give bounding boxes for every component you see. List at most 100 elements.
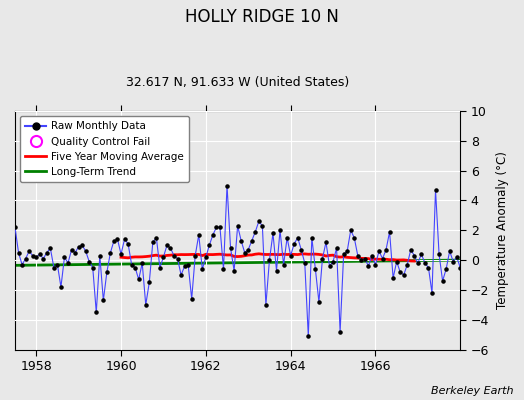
Point [495, 257, 504, 263]
Point [99, 297, 107, 304]
Point [188, 296, 196, 302]
Point [378, 256, 387, 262]
Point [191, 252, 200, 259]
Point [198, 266, 206, 272]
Point [340, 251, 348, 257]
Point [152, 234, 160, 241]
Point [424, 264, 433, 271]
Point [205, 242, 214, 248]
Point [209, 232, 217, 238]
Point [220, 266, 228, 272]
Point [177, 272, 185, 278]
Point [32, 254, 40, 260]
Point [484, 234, 493, 241]
Point [180, 263, 189, 269]
Point [74, 244, 83, 250]
Point [279, 261, 288, 268]
Point [110, 238, 118, 244]
Point [25, 248, 34, 254]
Point [149, 239, 157, 246]
Point [417, 251, 425, 257]
Point [502, 250, 510, 256]
Point [407, 246, 415, 253]
Point [364, 263, 373, 269]
Point [212, 224, 221, 230]
Point [135, 276, 143, 283]
Point [11, 224, 19, 230]
Point [95, 252, 104, 259]
Text: Berkeley Earth: Berkeley Earth [431, 386, 514, 396]
Point [230, 267, 238, 274]
Point [361, 256, 369, 262]
Point [121, 236, 129, 242]
Point [216, 224, 224, 230]
Point [53, 261, 62, 268]
Point [354, 252, 362, 259]
Point [396, 269, 405, 275]
Point [127, 261, 136, 268]
Point [428, 290, 436, 296]
Point [399, 272, 408, 278]
Point [477, 275, 486, 281]
Point [350, 234, 358, 241]
Point [21, 256, 30, 262]
Point [463, 264, 472, 271]
Point [78, 242, 86, 248]
Point [223, 182, 231, 189]
Point [322, 239, 330, 246]
Point [453, 254, 461, 260]
Point [368, 252, 376, 259]
Point [50, 264, 58, 271]
Point [226, 245, 235, 251]
Point [255, 218, 263, 224]
Point [163, 242, 171, 248]
Point [18, 261, 26, 268]
Point [159, 254, 168, 260]
Point [71, 250, 79, 256]
Point [445, 248, 454, 254]
Point [89, 264, 97, 271]
Point [184, 261, 192, 268]
Point [512, 285, 521, 292]
Point [141, 302, 150, 308]
Point [516, 269, 524, 275]
Point [131, 264, 139, 271]
Point [308, 234, 316, 241]
Point [435, 251, 443, 257]
Point [113, 236, 122, 242]
Text: HOLLY RIDGE 10 N: HOLLY RIDGE 10 N [185, 8, 339, 26]
Point [431, 187, 440, 193]
Point [237, 238, 245, 244]
Point [325, 263, 334, 269]
Point [276, 227, 284, 234]
Point [269, 230, 277, 236]
Point [106, 250, 115, 256]
Point [194, 232, 203, 238]
Point [304, 333, 312, 339]
Point [202, 254, 210, 260]
Point [343, 248, 352, 254]
Point [332, 245, 341, 251]
Point [375, 248, 383, 254]
Point [315, 299, 323, 305]
Point [297, 246, 305, 253]
Point [389, 275, 397, 281]
Point [233, 223, 242, 229]
Point [329, 258, 337, 265]
Point [357, 257, 366, 263]
Point [173, 256, 182, 262]
Point [492, 252, 500, 259]
Point [258, 223, 267, 229]
Point [456, 264, 464, 271]
Point [68, 246, 76, 253]
Point [138, 260, 146, 266]
Point [166, 245, 174, 251]
Point [506, 234, 514, 241]
Point [403, 261, 411, 268]
Point [261, 302, 270, 308]
Point [265, 257, 274, 263]
Point [124, 240, 132, 247]
Point [481, 269, 489, 275]
Point [287, 252, 295, 259]
Point [60, 254, 69, 260]
